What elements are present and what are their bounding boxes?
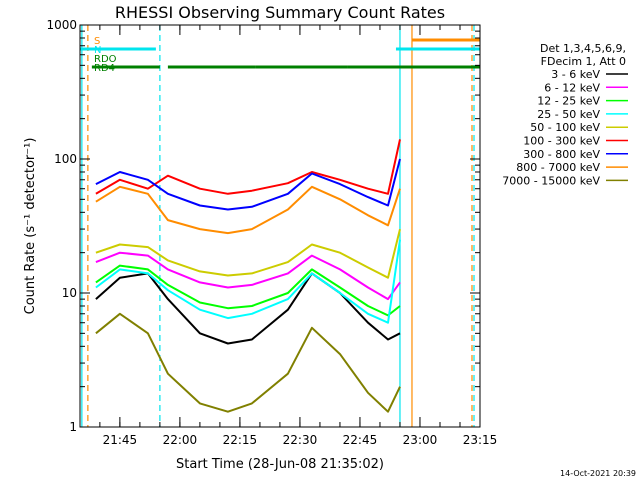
legend-entry-label: 6 - 12 keV [544, 81, 600, 94]
y-tick-label: 1 [69, 420, 77, 434]
x-tick-label: 23:00 [403, 433, 438, 447]
flag-label: S [94, 36, 100, 47]
x-axis-label: Start Time (28-Jun-08 21:35:02) [176, 457, 384, 472]
legend-header: FDecim 1, Att 0 [541, 55, 626, 68]
legend-entry-label: 50 - 100 keV [530, 121, 600, 134]
y-tick-label: 100 [54, 152, 77, 166]
legend-header: Det 1,3,4,5,6,9, [540, 42, 626, 55]
legend: Det 1,3,4,5,6,9,FDecim 1, Att 03 - 6 keV… [502, 42, 628, 187]
legend-entry-label: 100 - 300 keV [523, 135, 600, 148]
legend-entry-label: 300 - 800 keV [523, 148, 600, 161]
series-line [95, 272, 401, 345]
series-line [95, 239, 401, 324]
legend-entry-label: 25 - 50 keV [537, 108, 600, 121]
legend-entry-label: 12 - 25 keV [537, 95, 600, 108]
x-tick-label: 22:45 [343, 433, 378, 447]
flag-label: N [94, 45, 101, 56]
footer-timestamp: 14-Oct-2021 20:39 [560, 469, 636, 478]
plot-frame [79, 24, 481, 428]
series-line [95, 251, 401, 301]
x-tick-label: 22:15 [223, 433, 258, 447]
legend-entry-label: 800 - 7000 keV [516, 161, 600, 174]
x-tick-label: 23:15 [463, 433, 498, 447]
series-line [95, 312, 401, 413]
x-tick-label: 21:45 [103, 433, 138, 447]
series-line [95, 139, 401, 195]
legend-entry-label: 3 - 6 keV [551, 68, 600, 81]
flag-label: RD4 [94, 63, 115, 74]
x-tick-label: 22:00 [163, 433, 198, 447]
axes: 1 10 100 1000 21:45 22:00 22:15 22:30 22:45 23:00… [46, 18, 497, 447]
y-tick-label: 10 [62, 286, 77, 300]
chart-title: RHESSI Observing Summary Count Rates [115, 3, 445, 22]
y-tick-label: 1000 [46, 18, 77, 32]
series-line [95, 228, 401, 279]
legend-entry-label: 7000 - 15000 keV [502, 174, 600, 187]
series-line [95, 158, 401, 211]
series-line [95, 185, 401, 235]
y-axis-label: Count Rate (s⁻¹ detector⁻¹) [23, 138, 38, 315]
flag-label: RDO [94, 54, 117, 65]
series-line [95, 264, 401, 317]
x-tick-label: 22:30 [283, 433, 318, 447]
